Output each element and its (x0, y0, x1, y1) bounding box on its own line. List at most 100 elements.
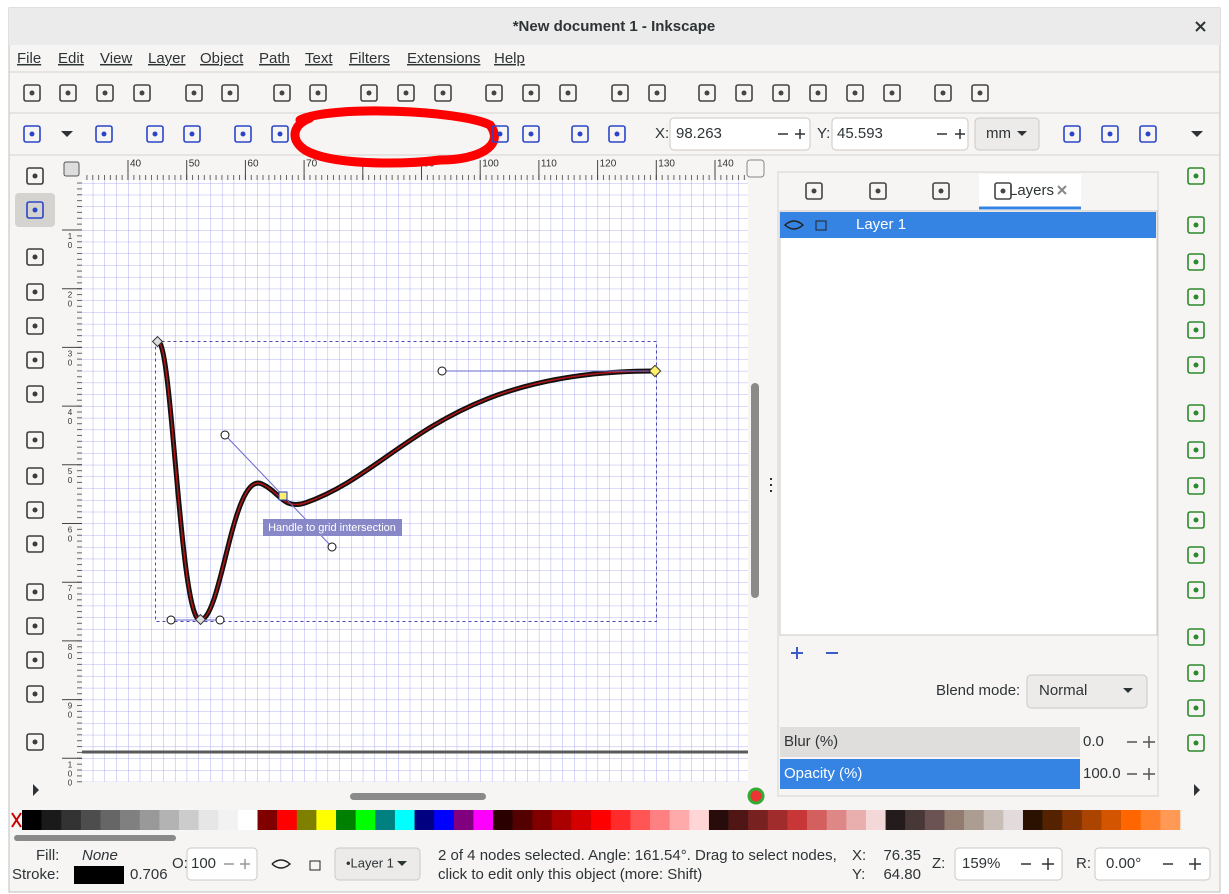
swatch[interactable] (198, 810, 219, 830)
icon[interactable] (648, 84, 666, 102)
icon[interactable] (26, 167, 44, 185)
swatch[interactable] (1062, 810, 1083, 830)
swatch[interactable] (218, 810, 239, 830)
icon[interactable] (133, 84, 151, 102)
icon[interactable] (26, 467, 44, 485)
icon[interactable] (735, 84, 753, 102)
swatch[interactable] (944, 810, 965, 830)
swatch[interactable] (767, 810, 788, 830)
spin-buttons[interactable] (778, 129, 965, 139)
v-scrollbar[interactable] (751, 383, 759, 598)
icon[interactable] (146, 125, 164, 143)
icon[interactable] (934, 84, 952, 102)
icon[interactable] (846, 84, 864, 102)
opacity-input[interactable] (186, 847, 258, 881)
icon[interactable] (26, 385, 44, 403)
swatch[interactable] (80, 810, 101, 830)
close-button[interactable] (1195, 21, 1206, 32)
menu-item[interactable]: Help (494, 50, 525, 67)
swatch[interactable] (257, 810, 278, 830)
layer-add-remove[interactable] (791, 647, 838, 659)
icon[interactable] (26, 535, 44, 553)
x-input[interactable] (669, 117, 811, 151)
y-input[interactable] (831, 117, 969, 151)
path[interactable] (157, 341, 656, 621)
icon[interactable] (273, 84, 291, 102)
menu-item[interactable]: Path (259, 50, 290, 67)
swatch[interactable] (885, 810, 906, 830)
swatch[interactable] (493, 810, 513, 830)
swatch[interactable] (964, 810, 985, 830)
icon[interactable] (1187, 581, 1205, 599)
icon[interactable] (26, 617, 44, 635)
swatch[interactable] (355, 810, 376, 830)
swatch[interactable] (237, 810, 258, 830)
swatch[interactable] (865, 810, 886, 830)
swatch[interactable] (1003, 810, 1024, 830)
icon[interactable] (1187, 511, 1205, 529)
swatch[interactable] (669, 810, 690, 830)
icon[interactable] (772, 84, 790, 102)
icon[interactable] (1187, 546, 1205, 564)
swatch[interactable] (414, 810, 435, 830)
icon[interactable] (183, 125, 201, 143)
swatch[interactable] (905, 810, 926, 830)
icon[interactable] (221, 84, 239, 102)
stroke-swatch[interactable] (74, 866, 124, 884)
icon[interactable] (1187, 216, 1205, 234)
icon[interactable] (1187, 699, 1205, 717)
icon[interactable] (26, 583, 44, 601)
swatch[interactable] (748, 810, 769, 830)
icon[interactable] (1063, 125, 1081, 143)
swatch[interactable] (159, 810, 180, 830)
icon[interactable] (1187, 477, 1205, 495)
icon[interactable] (271, 125, 289, 143)
icon[interactable] (23, 125, 41, 143)
menu-item[interactable]: Text (305, 50, 333, 67)
swatch[interactable] (1160, 810, 1181, 830)
swatch[interactable] (100, 810, 121, 830)
swatch[interactable] (532, 810, 553, 830)
icon[interactable] (883, 84, 901, 102)
icon[interactable] (1139, 125, 1157, 143)
swatch[interactable] (296, 810, 317, 830)
swatch[interactable] (924, 810, 945, 830)
icon[interactable] (1187, 167, 1205, 185)
swatch[interactable] (473, 810, 494, 830)
h-scrollbar[interactable] (350, 793, 486, 800)
icon[interactable] (59, 84, 77, 102)
icon[interactable] (434, 84, 452, 102)
menu-item[interactable]: Filters (349, 50, 390, 67)
swatch[interactable] (1140, 810, 1161, 830)
icon[interactable] (95, 125, 113, 143)
spin-buttons[interactable] (224, 859, 250, 869)
swatch[interactable] (1101, 810, 1122, 830)
swatch[interactable] (807, 810, 828, 830)
swatch[interactable] (1042, 810, 1063, 830)
spin-buttons[interactable] (1021, 858, 1054, 870)
icon[interactable] (1187, 404, 1205, 422)
icon[interactable] (1187, 628, 1205, 646)
icon[interactable] (309, 84, 327, 102)
swatch[interactable] (512, 810, 533, 830)
menu-item[interactable]: Layer (148, 50, 186, 67)
icon[interactable] (522, 84, 540, 102)
swatch[interactable] (375, 810, 396, 830)
icon[interactable] (26, 351, 44, 369)
icon[interactable] (26, 651, 44, 669)
swatch[interactable] (453, 810, 474, 830)
icon[interactable] (1187, 664, 1205, 682)
icon[interactable] (26, 733, 44, 751)
icon[interactable] (491, 125, 509, 143)
swatch[interactable] (336, 810, 356, 830)
swatch[interactable] (846, 810, 867, 830)
icon[interactable] (522, 125, 540, 143)
swatch[interactable] (1121, 810, 1142, 830)
icon[interactable] (1187, 356, 1205, 374)
icon[interactable] (26, 248, 44, 266)
zoom-input[interactable] (954, 847, 1063, 881)
blur-slider[interactable] (780, 727, 1080, 757)
swatch[interactable] (316, 810, 337, 830)
rotation-input[interactable] (1094, 847, 1211, 881)
icon[interactable] (1187, 288, 1205, 306)
